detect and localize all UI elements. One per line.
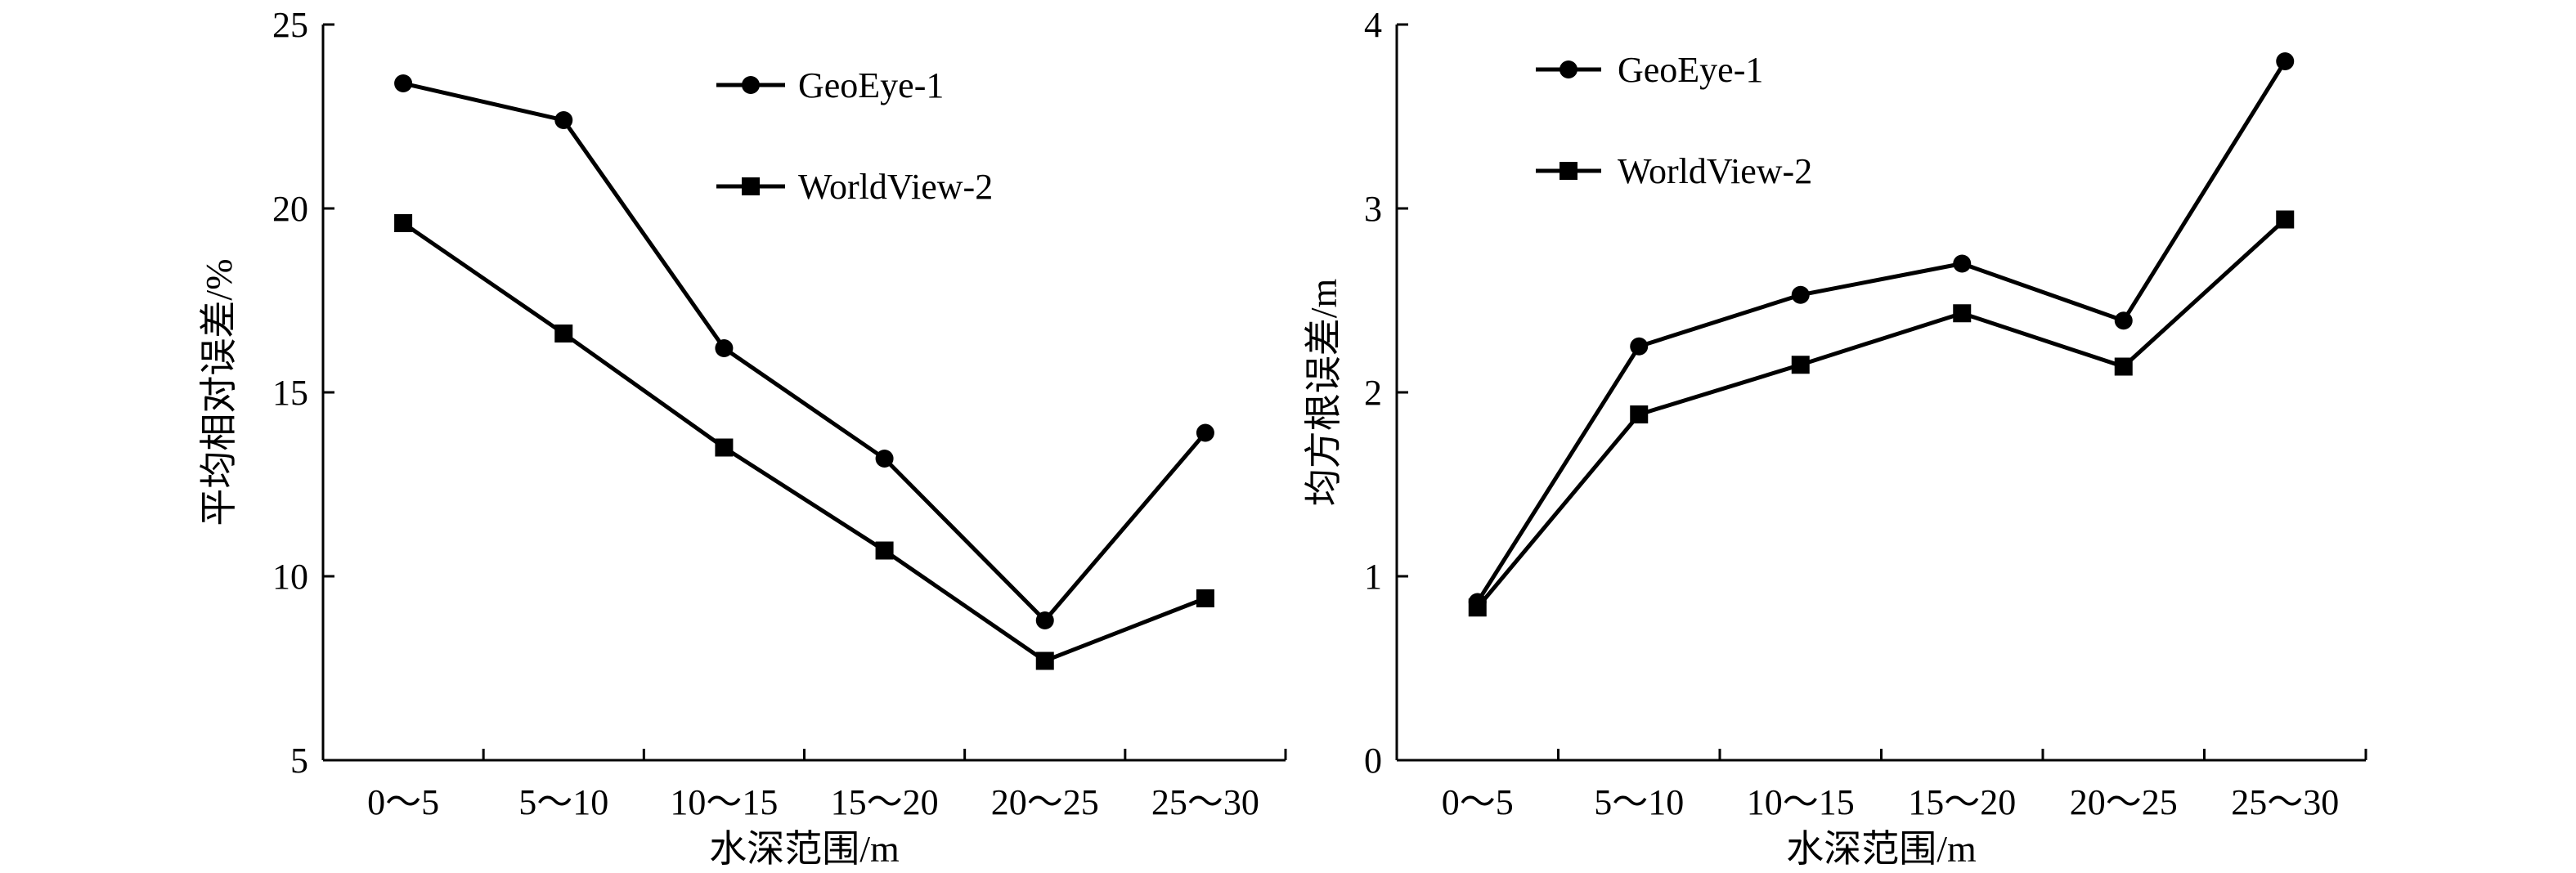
data-point-circle xyxy=(554,111,573,129)
y-tick-label: 2 xyxy=(1364,373,1382,413)
data-point-square xyxy=(2276,210,2295,229)
chart-panel-2: 0 1 2 3 4 0～5 5～10 10～15 15～20 20～25 25～30 水深范围/m 均方… xyxy=(1303,5,2367,870)
x-tick-label: 25～30 xyxy=(2231,782,2339,822)
data-point-circle xyxy=(1953,254,1972,273)
legend-label: GeoEye-1 xyxy=(798,65,944,105)
x-tick-label: 20～25 xyxy=(2070,782,2178,822)
series-line xyxy=(402,81,1207,624)
data-point-circle xyxy=(715,339,734,357)
series-line xyxy=(1475,217,2287,609)
x-tick-label: 25～30 xyxy=(1151,782,1259,822)
data-point-square xyxy=(715,438,734,457)
y-axis-label: 平均相对误差/% xyxy=(198,258,240,526)
data-point-circle xyxy=(2114,311,2133,330)
y-tick-label: 25 xyxy=(272,5,308,45)
legend-label: WorldView-2 xyxy=(798,167,993,207)
legend-marker-square xyxy=(1560,162,1577,180)
data-point-circle xyxy=(1035,611,1054,629)
data-point-square xyxy=(875,541,894,560)
x-tick-label: 15～20 xyxy=(831,782,939,822)
legend-entry: WorldView-2 xyxy=(1536,151,1812,191)
data-point-square xyxy=(1953,304,1972,323)
legend-entry: WorldView-2 xyxy=(716,167,993,207)
legend-marker-circle xyxy=(1560,60,1577,78)
y-tick-label: 0 xyxy=(1364,741,1382,781)
x-tick-label: 20～25 xyxy=(991,782,1099,822)
data-point-circle xyxy=(1630,337,1649,356)
y-axis-label: 均方根误差/m xyxy=(1303,279,1344,507)
y-tick-label: 10 xyxy=(272,557,308,597)
x-tick-label: 15～20 xyxy=(1908,782,2016,822)
x-axis-label: 水深范围/m xyxy=(709,828,900,870)
series-geoeye-1 xyxy=(394,74,1214,629)
data-point-square xyxy=(1791,356,1810,374)
data-point-square xyxy=(554,325,573,342)
y-tick-label: 20 xyxy=(272,189,308,229)
legend-marker-square xyxy=(742,177,760,195)
data-point-square xyxy=(1196,589,1214,607)
y-tick-label: 4 xyxy=(1364,5,1382,45)
data-point-square xyxy=(394,214,413,232)
legend-label: WorldView-2 xyxy=(1618,151,1812,191)
legend-entry: GeoEye-1 xyxy=(1536,50,1763,90)
series-line xyxy=(1475,60,2287,603)
series-worldview-2 xyxy=(1468,210,2295,617)
x-tick-label: 0～5 xyxy=(1442,782,1514,822)
data-point-square xyxy=(1468,598,1487,617)
legend-entry: GeoEye-1 xyxy=(716,65,944,105)
x-tick-label: 5～10 xyxy=(1594,782,1684,822)
y-tick-label: 15 xyxy=(272,373,308,413)
data-point-square xyxy=(2114,357,2133,376)
y-tick-label: 5 xyxy=(290,741,308,781)
x-tick-label: 5～10 xyxy=(518,782,608,822)
x-axis-label: 水深范围/m xyxy=(1786,828,1977,870)
x-tick-label: 10～15 xyxy=(670,782,778,822)
legend-marker-circle xyxy=(742,76,760,94)
data-point-circle xyxy=(875,450,894,468)
y-tick-label: 3 xyxy=(1364,189,1382,229)
chart-panel-1: 5 10 15 20 25 0～5 5～10 10～15 15～20 20～25 25～30 水深范围… xyxy=(198,5,1287,870)
series-geoeye-1 xyxy=(1468,52,2295,611)
y-tick-label: 1 xyxy=(1364,557,1382,597)
data-point-circle xyxy=(1791,285,1810,304)
series-line xyxy=(402,221,1206,664)
data-point-circle xyxy=(1196,423,1214,442)
data-point-square xyxy=(1630,405,1649,423)
x-tick-label: 10～15 xyxy=(1747,782,1855,822)
series-worldview-2 xyxy=(394,214,1214,670)
data-point-square xyxy=(1035,651,1054,670)
legend-label: GeoEye-1 xyxy=(1618,50,1763,90)
data-point-circle xyxy=(394,74,413,92)
x-tick-label: 0～5 xyxy=(367,782,439,822)
data-point-circle xyxy=(2276,52,2295,70)
